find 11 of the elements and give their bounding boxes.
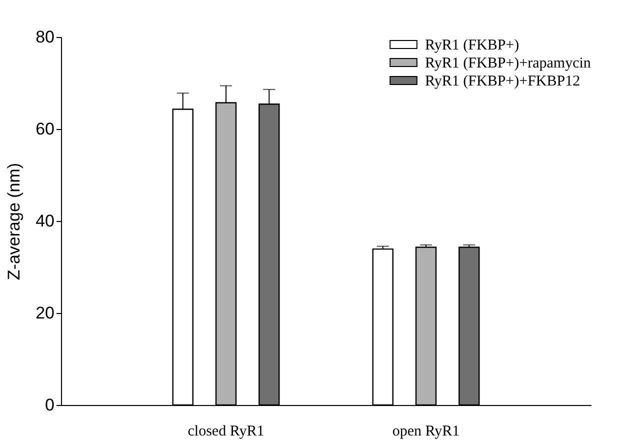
y-tick-label: 80 bbox=[36, 28, 54, 46]
legend-label: RyR1 (FKBP+)+FKBP12 bbox=[425, 74, 580, 90]
y-tick-label: 40 bbox=[36, 212, 54, 230]
y-tick-label: 0 bbox=[45, 396, 54, 414]
legend-label: RyR1 (FKBP+) bbox=[425, 38, 520, 54]
x-tick-label: closed RyR1 bbox=[188, 424, 264, 440]
y-tick-label: 20 bbox=[36, 304, 54, 322]
x-tick-label: open RyR1 bbox=[392, 424, 460, 440]
y-tick-label: 60 bbox=[36, 120, 54, 138]
legend-label: RyR1 (FKBP+)+rapamycin bbox=[425, 56, 592, 72]
y-axis-title: Z-average (nm) bbox=[4, 162, 24, 280]
